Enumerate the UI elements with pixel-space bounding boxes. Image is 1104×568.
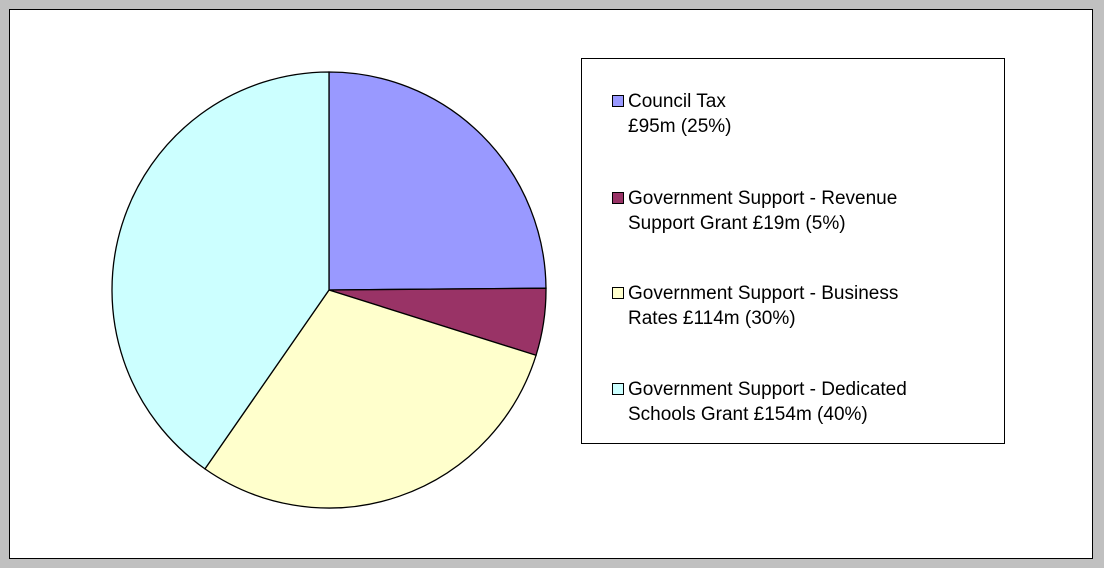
- legend: Council Tax £95m (25%) Government Suppor…: [581, 58, 1005, 444]
- chart-area: Council Tax £95m (25%) Government Suppor…: [9, 9, 1093, 559]
- pie-slice-business-rates: [204, 289, 537, 509]
- pie-slice-dedicated-schools-grant: [111, 71, 330, 470]
- legend-swatch-dedicated-schools-grant: [612, 383, 624, 395]
- legend-swatch-business-rates: [612, 287, 624, 299]
- legend-label-business-rates: Government Support - Business Rates £114…: [628, 283, 899, 329]
- legend-label-revenue-support-grant: Government Support - Revenue Support Gra…: [628, 188, 898, 234]
- pie-chart: [111, 71, 547, 509]
- legend-label-dedicated-schools-grant: Government Support - Dedicated Schools G…: [628, 379, 907, 425]
- legend-swatch-council-tax: [612, 95, 624, 107]
- legend-label-council-tax: Council Tax £95m (25%): [628, 91, 732, 137]
- legend-swatch-revenue-support-grant: [612, 192, 624, 204]
- pie-slice-council-tax: [328, 71, 547, 291]
